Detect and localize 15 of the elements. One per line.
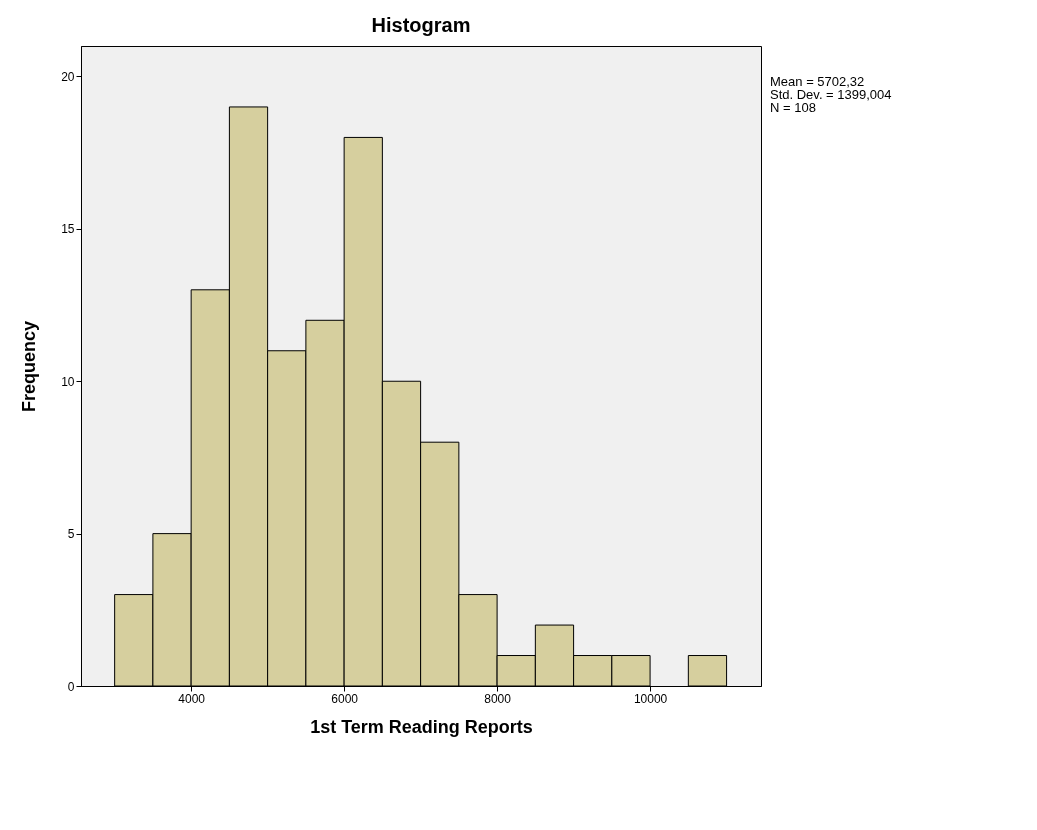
text: Mean = 5702,32 <box>770 74 865 89</box>
y-tick-label: 5 <box>67 527 75 542</box>
text: Std. Dev. = 1399,004 <box>770 87 892 102</box>
x-tick-label: 10000 <box>633 691 668 706</box>
y-tick-label: 10 <box>61 374 75 389</box>
text: N = 108 <box>770 100 816 115</box>
chart-title: Histogram <box>371 14 471 36</box>
y-tick-label: 20 <box>61 69 75 84</box>
y-axis-title: Frequency <box>19 320 40 413</box>
x-axis-title: 1st Term Reading Reports <box>310 716 533 737</box>
y-tick-label: 0 <box>67 679 75 694</box>
x-tick-label: 4000 <box>178 691 206 706</box>
x-tick-label: 6000 <box>331 691 359 706</box>
y-tick-label: 15 <box>61 222 75 237</box>
x-tick-label: 8000 <box>484 691 512 706</box>
